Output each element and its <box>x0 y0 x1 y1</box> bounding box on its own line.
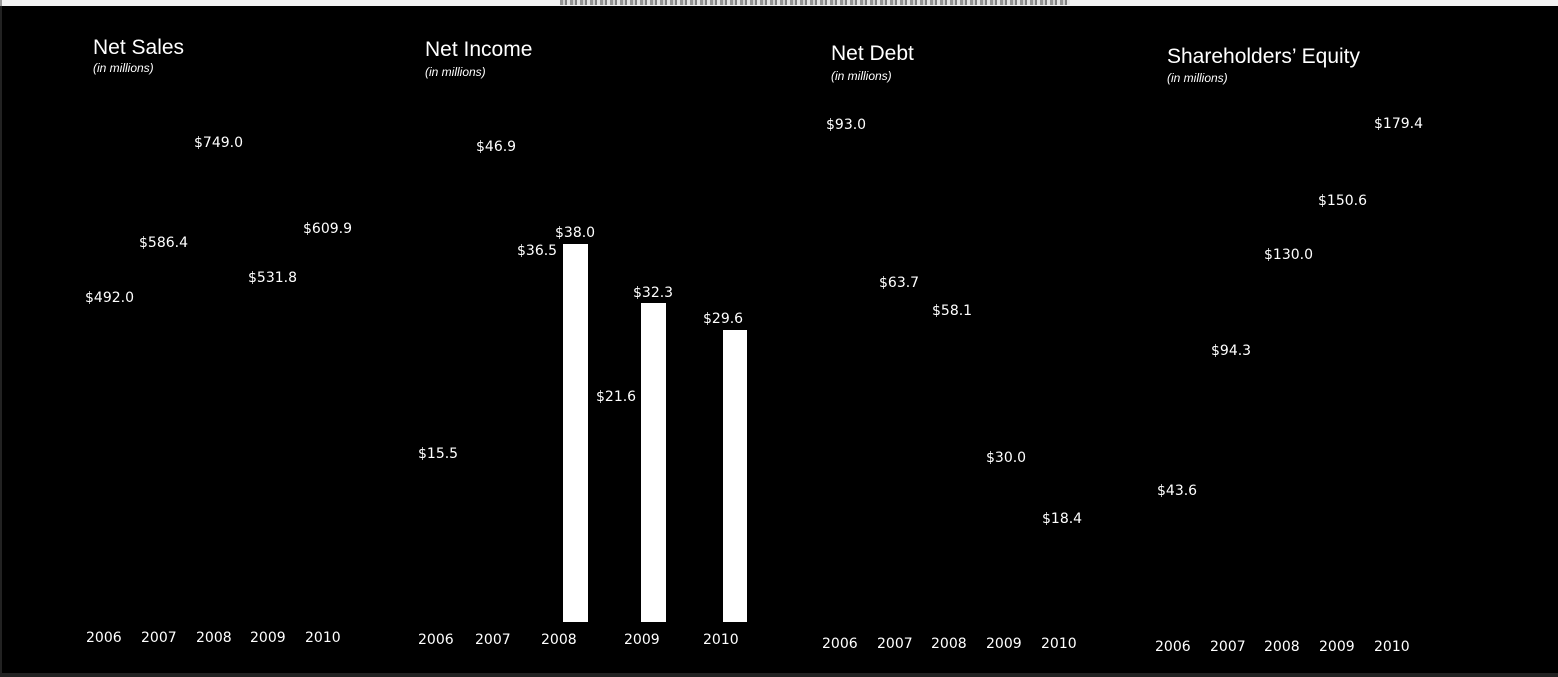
tick-label: 2007 <box>1210 639 1246 655</box>
scan-top-ink <box>560 0 1070 5</box>
tick-label: 2008 <box>1264 639 1300 655</box>
value-label: $179.4 <box>1374 116 1423 132</box>
tick-label: 2008 <box>541 632 577 648</box>
value-label: $43.6 <box>1157 483 1197 499</box>
bar-2008 <box>563 244 588 622</box>
value-label: $58.1 <box>932 303 972 319</box>
tick-label: 2006 <box>1155 639 1191 655</box>
value-label: $46.9 <box>476 139 516 155</box>
chart-net-income: Net Income (in millions) $15.5 $46.9 $36… <box>418 38 747 648</box>
value-label: $63.7 <box>879 275 919 291</box>
tick-label: 2010 <box>1041 636 1077 652</box>
chart-net-sales: Net Sales (in millions) $492.0 $586.4 $7… <box>85 36 352 646</box>
scan-bottom-line <box>0 673 1558 677</box>
chart-subtitle: (in millions) <box>831 69 892 83</box>
tick-label: 2007 <box>475 632 511 648</box>
tick-label: 2006 <box>418 632 454 648</box>
value-label: $586.4 <box>139 235 188 251</box>
value-label: $150.6 <box>1318 193 1367 209</box>
tick-label: 2009 <box>1319 639 1355 655</box>
tick-label: 2009 <box>624 632 660 648</box>
chart-subtitle: (in millions) <box>1167 71 1228 85</box>
bar-2009 <box>641 303 666 622</box>
value-label: $29.6 <box>703 311 743 327</box>
tick-label: 2008 <box>196 630 232 646</box>
bar-2010 <box>723 330 747 622</box>
value-label-extra: $32.3 <box>633 285 673 301</box>
value-label: $94.3 <box>1211 343 1251 359</box>
value-label: $15.5 <box>418 446 458 462</box>
tick-label: 2010 <box>305 630 341 646</box>
tick-label: 2010 <box>703 632 739 648</box>
scan-top-strip <box>0 0 1558 6</box>
value-label: $18.4 <box>1042 511 1082 527</box>
tick-label: 2009 <box>986 636 1022 652</box>
chart-title: Net Debt <box>831 42 914 65</box>
chart-subtitle: (in millions) <box>93 61 154 75</box>
chart-title: Net Income <box>425 38 532 61</box>
tick-label: 2009 <box>250 630 286 646</box>
tick-label: 2006 <box>822 636 858 652</box>
value-label: $36.5 <box>517 243 557 259</box>
value-label: $93.0 <box>826 117 866 133</box>
chart-title: Shareholders’ Equity <box>1167 45 1360 68</box>
value-label: $749.0 <box>194 135 243 151</box>
tick-label: 2007 <box>877 636 913 652</box>
chart-title: Net Sales <box>93 36 184 59</box>
chart-subtitle: (in millions) <box>425 65 486 79</box>
tick-label: 2008 <box>931 636 967 652</box>
tick-label: 2006 <box>86 630 122 646</box>
value-label-extra: $38.0 <box>555 225 595 241</box>
tick-label: 2010 <box>1374 639 1410 655</box>
chart-net-debt: Net Debt (in millions) $93.0 $63.7 $58.1… <box>822 42 1082 652</box>
value-label: $130.0 <box>1264 247 1313 263</box>
tick-label: 2007 <box>141 630 177 646</box>
value-label: $21.6 <box>596 389 636 405</box>
scan-left-edge <box>0 0 2 677</box>
value-label: $492.0 <box>85 290 134 306</box>
value-label: $609.9 <box>303 221 352 237</box>
value-label: $30.0 <box>986 450 1026 466</box>
chart-shareholders-equity: Shareholders’ Equity (in millions) $43.6… <box>1155 45 1423 655</box>
value-label: $531.8 <box>248 270 297 286</box>
